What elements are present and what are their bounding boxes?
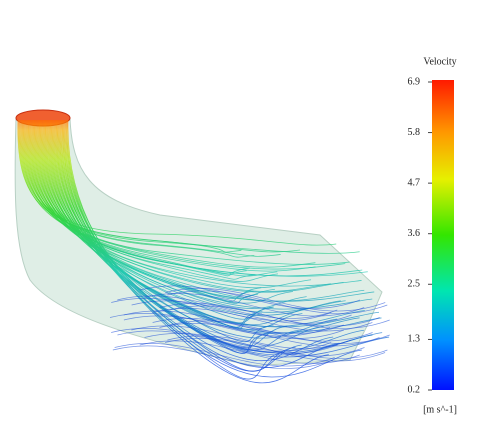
legend-tick-label: 2.5 — [408, 279, 421, 290]
streamline — [23, 119, 281, 257]
streamline — [111, 328, 332, 352]
streamline — [20, 119, 337, 246]
streamline — [169, 305, 390, 329]
streamline — [59, 119, 302, 372]
streamline — [35, 119, 256, 280]
draft-tube-body — [14, 117, 383, 367]
legend-tick-label: 6.9 — [408, 76, 421, 87]
streamline — [167, 290, 388, 314]
streamline — [131, 325, 352, 349]
color-bar — [432, 80, 454, 390]
streamline — [144, 293, 365, 317]
streamline — [123, 315, 345, 339]
streamline — [67, 119, 296, 372]
streamline — [64, 119, 373, 356]
streamline — [131, 300, 352, 324]
streamline — [165, 338, 386, 362]
legend-tick-label: 3.6 — [408, 228, 421, 239]
streamline — [109, 313, 331, 337]
streamline — [38, 119, 362, 287]
streamline — [51, 119, 274, 320]
streamline — [29, 119, 350, 265]
legend-tick-label: 1.3 — [408, 334, 421, 345]
streamline — [32, 119, 278, 277]
streamline — [41, 119, 375, 302]
streamline — [152, 318, 373, 342]
legend-tick-label: 4.7 — [408, 177, 421, 188]
streamline — [44, 119, 258, 304]
streamline — [159, 323, 380, 347]
streamline — [65, 119, 285, 380]
streamline — [139, 285, 361, 309]
streamline — [139, 340, 360, 364]
streamline — [65, 119, 329, 384]
streamline — [22, 119, 360, 254]
streamline — [58, 119, 299, 351]
streamline — [66, 119, 390, 358]
legend-tick-label: 0.2 — [408, 384, 421, 395]
streamline — [45, 119, 346, 313]
streamline — [26, 119, 255, 258]
streamline — [165, 288, 386, 312]
streamline — [167, 335, 388, 359]
legend-unit: [m s^-1] — [423, 404, 457, 415]
streamline — [117, 330, 338, 354]
streamlines — [17, 119, 390, 384]
streamline — [26, 119, 316, 272]
streamline — [112, 345, 333, 369]
streamline — [152, 308, 373, 332]
streamline — [60, 119, 274, 343]
streamline — [36, 119, 331, 292]
streamline — [27, 119, 344, 293]
streamline — [24, 119, 279, 282]
streamline — [117, 295, 338, 319]
streamline — [48, 119, 373, 310]
legend-title: Velocity — [423, 56, 456, 67]
streamline — [169, 320, 390, 344]
streamline — [114, 343, 335, 367]
streamline — [20, 119, 316, 268]
legend-tick-label: 5.8 — [408, 127, 421, 138]
streamline — [111, 298, 332, 322]
